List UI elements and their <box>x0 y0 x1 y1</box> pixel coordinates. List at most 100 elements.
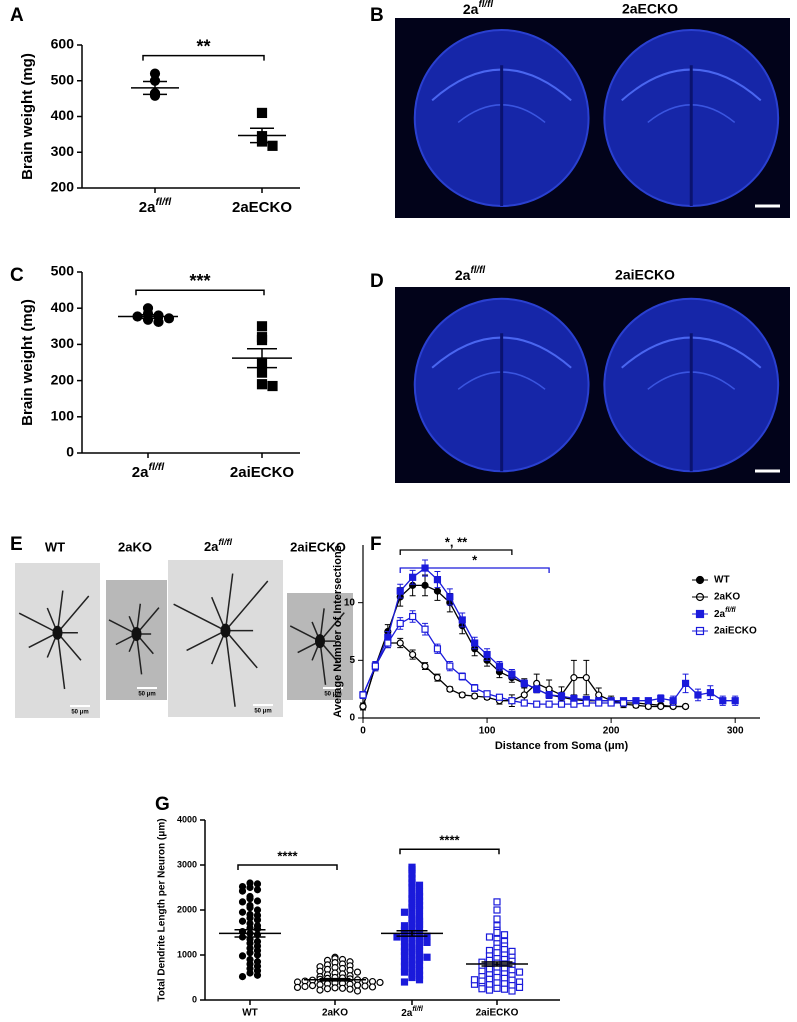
label-superscript: fl/fl <box>725 607 737 614</box>
marker <box>595 699 603 707</box>
marker <box>253 925 262 933</box>
y-axis-label: Total Dendrite Length per Neuron (μm) <box>157 818 168 1001</box>
marker <box>681 679 690 688</box>
y-axis-label: Brain weight (mg) <box>19 299 36 426</box>
significance-label: ** <box>196 36 210 56</box>
marker <box>570 674 578 682</box>
marker <box>409 573 417 581</box>
marker <box>253 916 262 924</box>
panel-letter: G <box>155 794 170 815</box>
y-tick-label: 3000 <box>177 859 197 869</box>
marker <box>238 952 247 960</box>
marker <box>421 662 429 670</box>
marker <box>533 685 541 693</box>
significance-bracket <box>399 848 500 855</box>
marker <box>408 904 416 912</box>
y-tick-label: 600 <box>51 36 75 52</box>
marker <box>421 625 429 633</box>
marker <box>458 616 466 624</box>
marker <box>433 674 442 682</box>
marker <box>471 639 479 647</box>
legend-label: 2aiECKO <box>714 626 757 637</box>
y-tick-label: 400 <box>51 299 75 315</box>
marker <box>607 699 615 707</box>
category-label: 2afl/fl <box>132 461 166 481</box>
marker <box>361 982 369 990</box>
category-label: 2aiECKO <box>230 464 295 481</box>
marker <box>393 933 401 941</box>
marker <box>331 984 339 992</box>
marker <box>396 639 404 647</box>
marker <box>694 691 702 699</box>
marker <box>458 691 466 699</box>
marker <box>253 897 262 905</box>
marker <box>396 587 404 595</box>
marker <box>433 575 442 584</box>
marker <box>582 674 590 682</box>
marker <box>493 915 501 923</box>
annotation-label: * <box>472 552 478 567</box>
y-tick-label: 0 <box>349 713 355 724</box>
marker <box>400 908 409 916</box>
marker <box>238 908 247 916</box>
x-tick-label: 200 <box>603 726 620 737</box>
label-base: 2a <box>463 1 479 17</box>
neuron-soma <box>52 625 63 640</box>
marker <box>238 917 247 925</box>
marker <box>433 645 442 653</box>
neuron-dendrites <box>289 608 345 685</box>
label-superscript: fl/fl <box>218 537 232 547</box>
marker <box>493 928 501 937</box>
marker <box>495 662 504 670</box>
panel-letter: A <box>10 5 24 26</box>
panel-letter: E <box>10 534 23 555</box>
panel-letter: B <box>370 5 384 26</box>
marker <box>400 968 409 976</box>
marker <box>493 906 501 914</box>
marker <box>515 983 524 992</box>
marker <box>520 699 528 707</box>
marker <box>485 986 494 994</box>
marker <box>483 690 491 698</box>
y-tick-label: 500 <box>51 263 75 279</box>
y-tick-label: 200 <box>51 179 75 195</box>
legend-label: WT <box>714 575 730 586</box>
marker <box>485 933 494 941</box>
marker <box>253 951 262 959</box>
marker <box>446 685 454 693</box>
marker <box>446 662 454 670</box>
category-label: 2afl/fl <box>401 1006 424 1018</box>
neuron-dendrites <box>18 590 90 690</box>
neuron-soma <box>131 627 142 641</box>
marker <box>246 895 254 903</box>
label-base: 2a <box>132 464 149 481</box>
marker <box>483 650 491 659</box>
marker <box>471 684 479 692</box>
neuron-dendrites <box>173 573 269 707</box>
image-label: WT <box>45 539 65 554</box>
marker <box>493 898 501 906</box>
marker <box>520 691 528 699</box>
marker <box>238 898 247 906</box>
marker <box>396 619 404 628</box>
marker <box>515 968 524 976</box>
y-tick-label: 300 <box>51 143 75 159</box>
marker <box>495 693 504 701</box>
marker <box>256 334 268 346</box>
image-label: 2afl/fl <box>463 0 494 17</box>
significance-label: **** <box>277 848 298 863</box>
category-label: 2aECKO <box>232 199 292 216</box>
marker <box>423 938 431 947</box>
neuron-soma <box>220 623 231 638</box>
marker <box>346 985 354 993</box>
label-superscript: fl/fl <box>478 0 493 10</box>
marker <box>582 699 590 707</box>
neuron-dendrites <box>108 603 160 675</box>
marker <box>719 697 727 705</box>
y-tick-label: 200 <box>51 371 75 387</box>
marker <box>256 379 268 390</box>
category-label: 2aiECKO <box>476 1008 519 1019</box>
marker <box>353 981 362 989</box>
y-axis-label: Brain weight (mg) <box>19 53 36 180</box>
y-tick-label: 300 <box>51 335 75 351</box>
